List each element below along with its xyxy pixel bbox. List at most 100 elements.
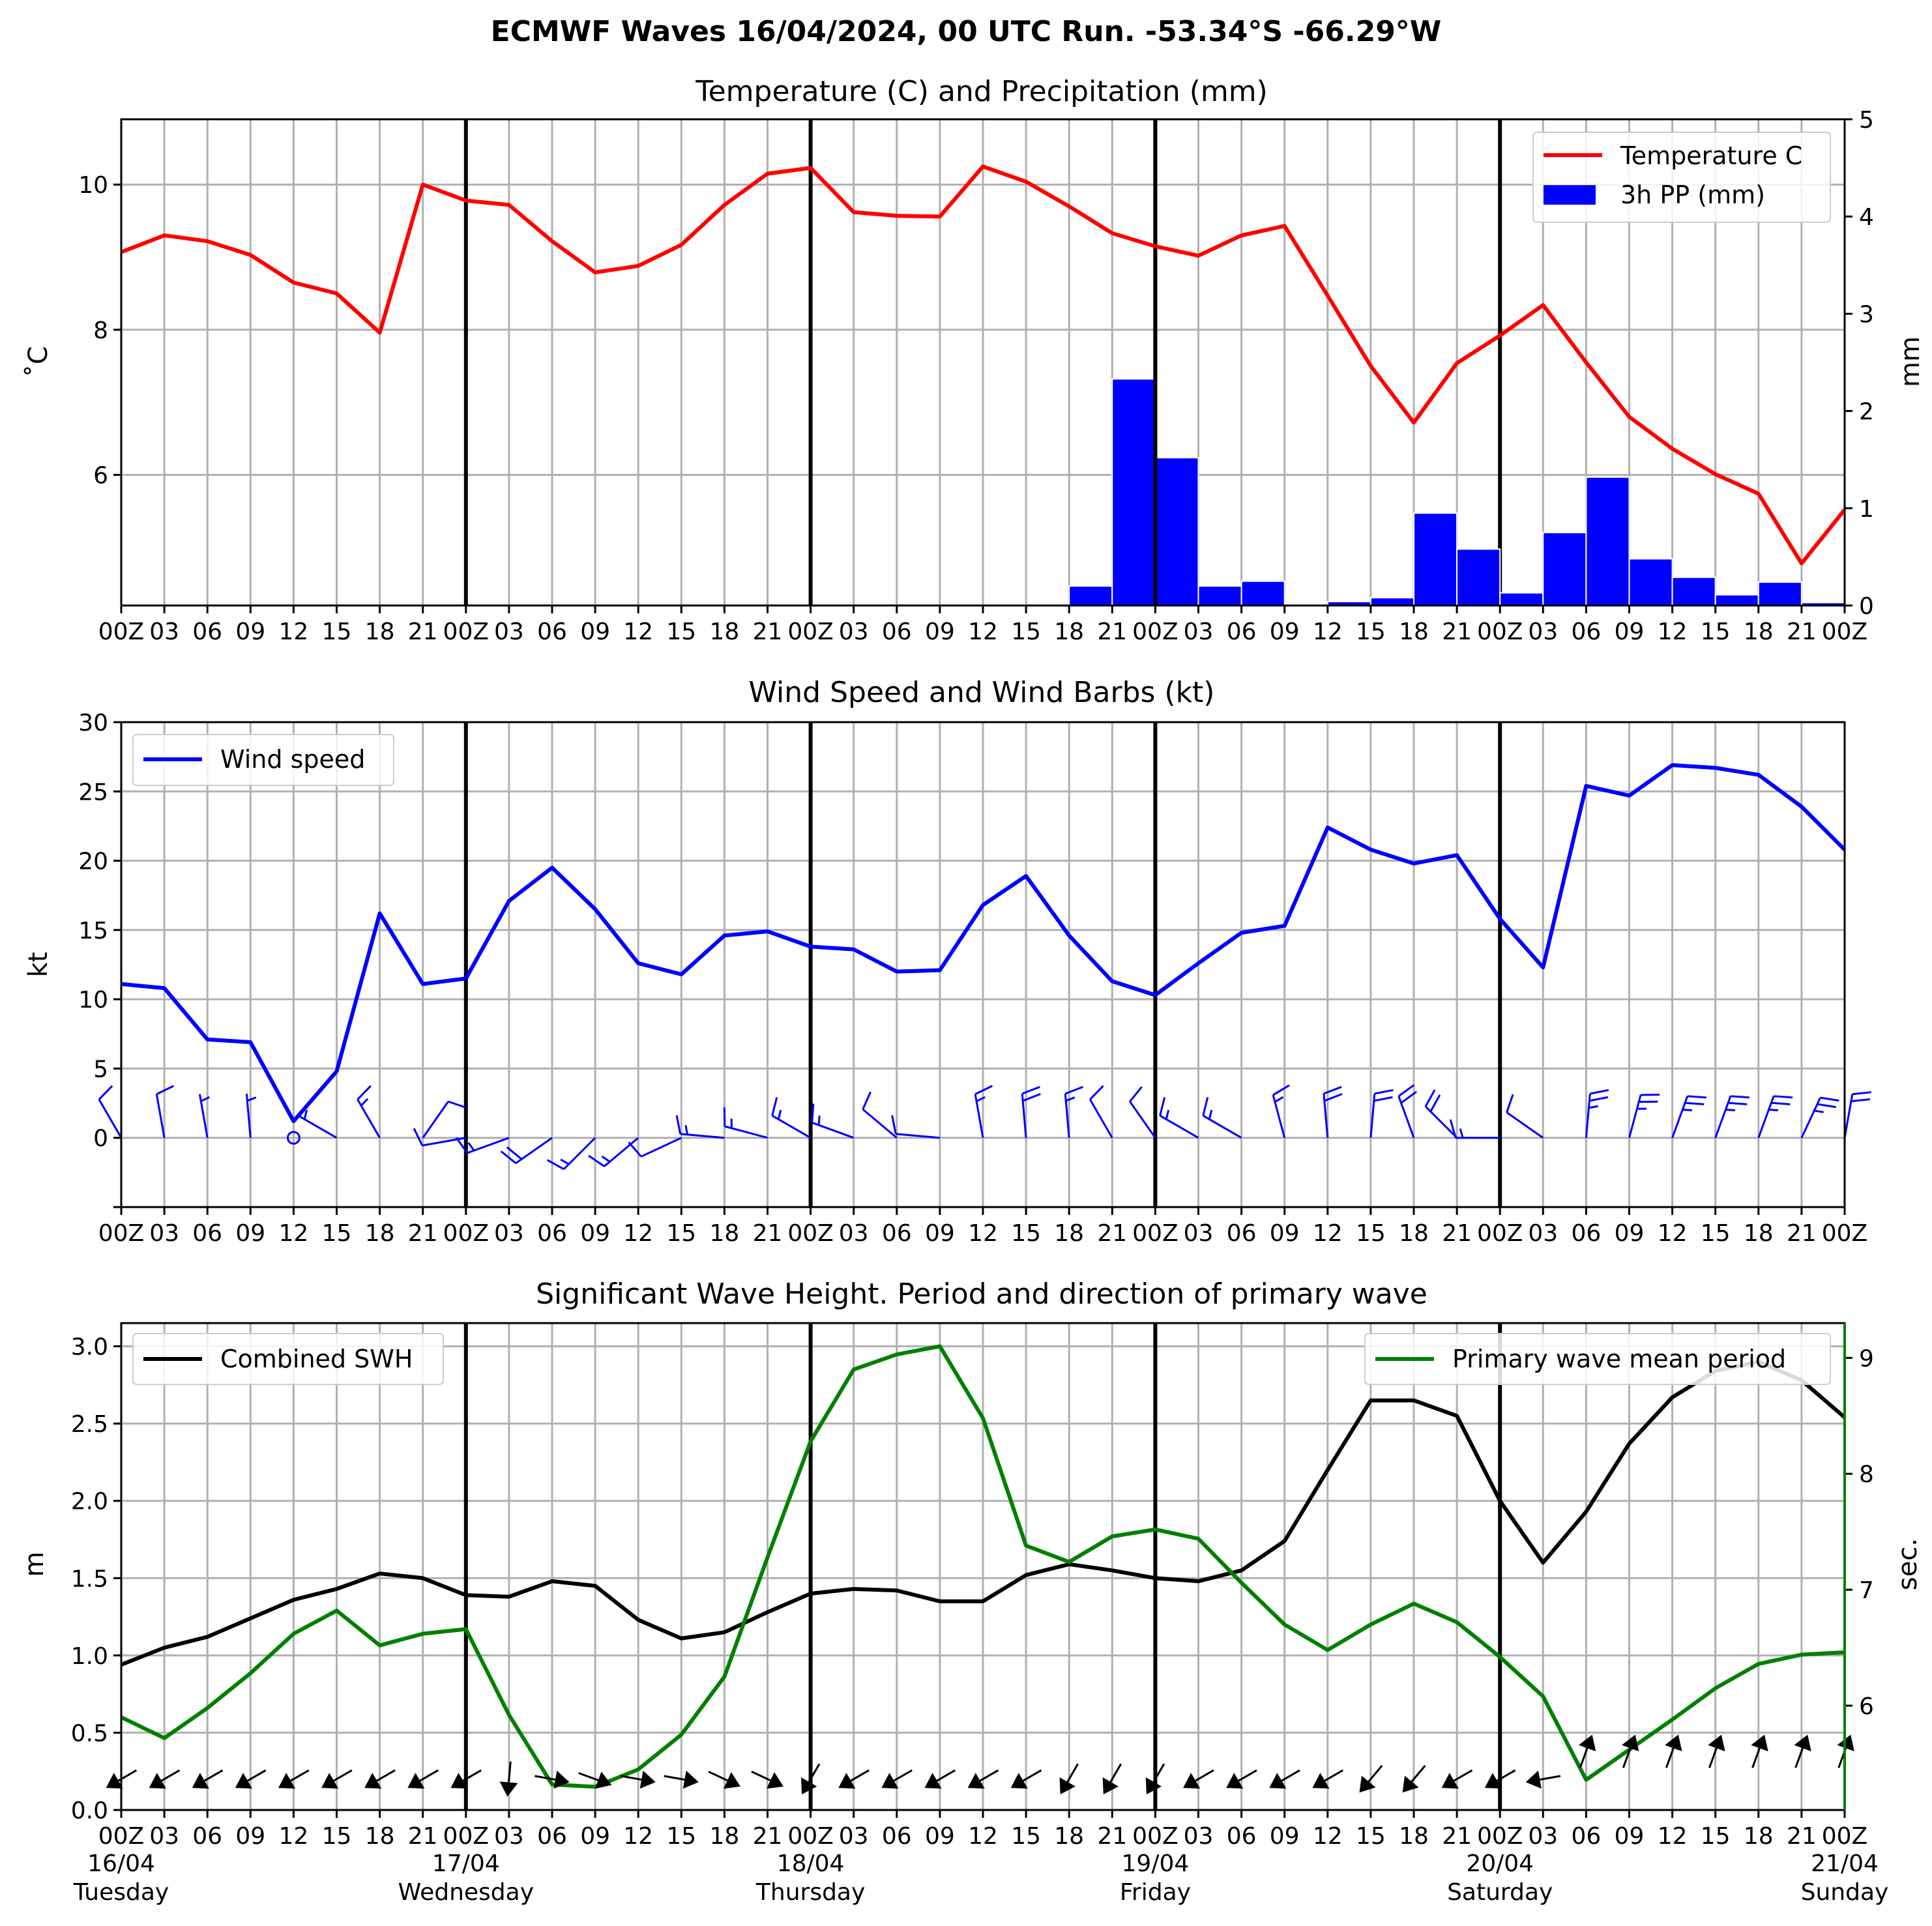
precip-bar: [1628, 558, 1673, 606]
wind-barb: [422, 1100, 467, 1139]
legend-box: [132, 734, 394, 786]
precip-bar: [1068, 585, 1113, 606]
wave-direction-arrow-shaft: [1066, 1763, 1079, 1783]
x-tick-label: 21: [1442, 619, 1472, 645]
x-tick-label: 21: [753, 619, 783, 645]
wave-direction-arrow-shaft: [1454, 1769, 1473, 1782]
wave-direction-arrow-head: [1525, 1770, 1542, 1789]
x-tick-label: 00Z: [443, 1220, 489, 1247]
wind-barb: [974, 1085, 993, 1138]
wave-direction-arrow-head: [924, 1772, 942, 1789]
y-tick-label: 20: [78, 849, 108, 875]
y-tick-label: 0.0: [71, 1798, 108, 1824]
x-tick-label: 12: [968, 619, 998, 645]
wind-barb: [546, 1137, 596, 1171]
x-tick-label: 15: [1701, 619, 1731, 645]
x-tick-label: 03: [149, 619, 179, 645]
x-tick-label: 12: [1658, 1220, 1688, 1247]
wave-direction-arrow-head: [1665, 1734, 1682, 1751]
y-tick-label: 5: [93, 1056, 108, 1083]
wave-direction-arrow-head: [450, 1772, 468, 1789]
wind-barb: [588, 1137, 639, 1167]
y-tick-label: 15: [78, 918, 108, 944]
y-tick-label: 2.5: [71, 1411, 108, 1438]
x-tick-label: 06: [192, 1220, 222, 1247]
legend-box: [1532, 132, 1831, 223]
wave-direction-arrow-head: [967, 1772, 985, 1789]
x-tick-label: 06: [1571, 1220, 1601, 1247]
x-tick-label: 06: [537, 1220, 567, 1247]
x-tick-label: 18: [1054, 1220, 1084, 1247]
x-tick-label: 03: [1184, 1823, 1214, 1850]
day-date-label: 18/04: [777, 1850, 845, 1877]
wind-barb: [1714, 1095, 1750, 1139]
x-tick-label: 15: [1011, 619, 1041, 645]
x-tick-label: 12: [1313, 1220, 1343, 1247]
wind-panel: Wind Speed and Wind Barbs (kt) kt 0 5 10 15…: [23, 676, 1871, 1247]
x-tick-label: 06: [1227, 1823, 1257, 1850]
wave-direction-arrow-shaft: [1368, 1764, 1383, 1783]
wind-panel-title: Wind Speed and Wind Barbs (kt): [749, 676, 1215, 709]
wind-speed-line: [121, 763, 1847, 1124]
wave-direction-arrow-shaft: [247, 1769, 267, 1782]
x-tick-label: 15: [1356, 619, 1386, 645]
temperature-axis-label: ˚C: [23, 346, 53, 377]
wind-barb: [1506, 1094, 1544, 1139]
precip-bar: [1154, 457, 1199, 606]
wave-direction-arrow-shaft: [1622, 1747, 1632, 1768]
y-tick-label: 0.5: [71, 1720, 108, 1747]
wind-barb: [628, 1137, 682, 1158]
x-tick-label: 09: [1615, 1220, 1645, 1247]
wave-direction-arrow-shaft: [893, 1769, 913, 1782]
wave-direction-arrow-shaft: [1023, 1769, 1042, 1782]
x-tick-label: 12: [968, 1220, 998, 1247]
wave-direction-arrow-shaft: [333, 1769, 353, 1782]
x-tick-label: 03: [1528, 619, 1558, 645]
x-tick-label: 18: [1399, 1220, 1429, 1247]
x-tick-label: 15: [1011, 1823, 1041, 1850]
x-tick-label: 18: [709, 1823, 739, 1850]
wave-direction-arrow-shaft: [1751, 1747, 1761, 1768]
x-tick-label: 12: [1313, 619, 1343, 645]
temperature-precip-panel: Temperature (C) and Precipitation (mm) ˚…: [23, 75, 1925, 645]
x-tick-label: 09: [235, 619, 265, 645]
precip-bar: [1714, 594, 1759, 607]
wave-period-axis-label: sec.: [1893, 1538, 1923, 1590]
wave-direction-arrow-head: [1226, 1772, 1244, 1789]
x-tick-label: 18: [1744, 1823, 1774, 1850]
y2-tick-label: 8: [1859, 1461, 1874, 1488]
day-name-label: Friday: [1120, 1879, 1191, 1906]
x-tick-label: 06: [537, 619, 567, 645]
x-tick-label: 03: [149, 1220, 179, 1247]
wind-barb: [500, 1137, 553, 1164]
x-tick-label: 03: [839, 619, 869, 645]
x-tick-label: 00Z: [787, 1220, 833, 1247]
x-tick-label: 06: [537, 1823, 567, 1850]
x-tick-label: 18: [1054, 619, 1084, 645]
x-tick-label: 03: [494, 1823, 524, 1850]
x-tick-label: 21: [408, 1823, 438, 1850]
legend-period-label: Primary wave mean period: [1452, 1345, 1786, 1373]
wind-barb: [1021, 1086, 1041, 1138]
precip-axis-label: mm: [1895, 336, 1925, 387]
wind-barb: [1369, 1088, 1394, 1138]
x-tick-label: 09: [1615, 619, 1645, 645]
legend-precip-label: 3h PP (mm): [1620, 181, 1765, 209]
wind-barb: [811, 1103, 855, 1139]
x-tick-label: 18: [709, 1220, 739, 1247]
x-tick-label: 03: [1528, 1823, 1558, 1850]
wind-barb: [455, 1137, 510, 1154]
wave-direction-arrow-shaft: [1411, 1764, 1426, 1783]
x-tick-label: 00Z: [98, 1220, 144, 1247]
x-tick-label: 06: [192, 619, 222, 645]
legend-precip-swatch: [1544, 185, 1596, 205]
precip-bar: [1671, 576, 1716, 606]
x-tick-label: 06: [882, 1823, 912, 1850]
wave-direction-arrow-head: [364, 1772, 382, 1789]
x-tick-label: 21: [753, 1823, 783, 1850]
x-tick-label: 21: [408, 1220, 438, 1247]
x-tick-label: 18: [365, 1823, 395, 1850]
x-tick-label: 09: [925, 1823, 955, 1850]
day-name-label: Saturday: [1447, 1879, 1553, 1906]
x-tick-label: 15: [322, 1823, 352, 1850]
